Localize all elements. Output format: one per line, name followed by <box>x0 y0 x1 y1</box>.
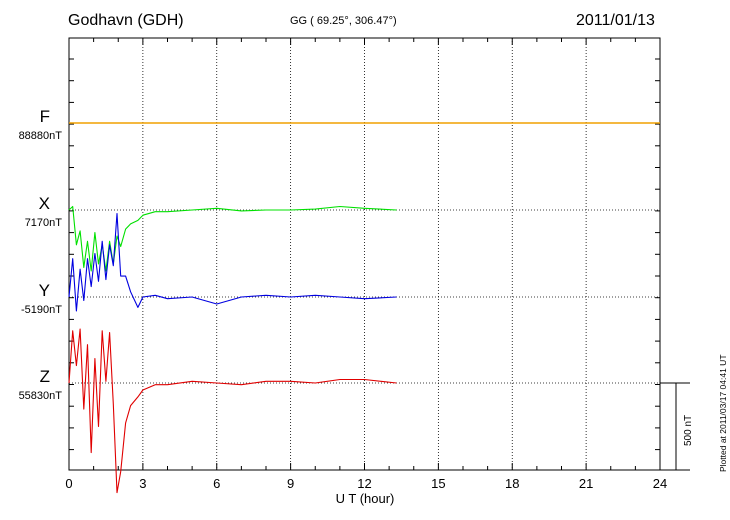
x-axis-label: U T (hour) <box>335 491 395 506</box>
series-line-Z <box>68 328 397 494</box>
x-tick-label: 9 <box>287 476 294 491</box>
base-value-F: 88880nT <box>18 130 62 142</box>
base-value-Y: -5190nT <box>21 304 62 316</box>
x-tick-label: 6 <box>213 476 220 491</box>
plotted-timestamp: Plotted at 2011/03/17 04:41 UT <box>718 354 728 472</box>
x-tick-label: 3 <box>139 476 146 491</box>
series-line-Y <box>68 212 397 312</box>
chart-date: 2011/01/13 <box>576 12 655 29</box>
x-tick-label: 21 <box>579 476 593 491</box>
base-value-Z: 55830nT <box>18 390 62 402</box>
x-tick-label: 18 <box>505 476 519 491</box>
scale-bar-label: 500 nT <box>683 414 694 446</box>
label-F: F <box>39 107 50 126</box>
label-Z: Z <box>39 367 50 386</box>
x-tick-label: 0 <box>65 476 72 491</box>
base-value-X: 7170nT <box>24 217 62 229</box>
label-X: X <box>38 194 50 213</box>
station-coordinates: GG ( 69.25°, 306.47°) <box>290 15 397 27</box>
station-title: Godhavn (GDH) <box>68 12 184 29</box>
x-tick-label: 12 <box>357 476 371 491</box>
x-tick-label: 15 <box>431 476 445 491</box>
series-line-X <box>68 205 397 272</box>
x-tick-label: 24 <box>653 476 667 491</box>
label-Y: Y <box>38 281 50 300</box>
